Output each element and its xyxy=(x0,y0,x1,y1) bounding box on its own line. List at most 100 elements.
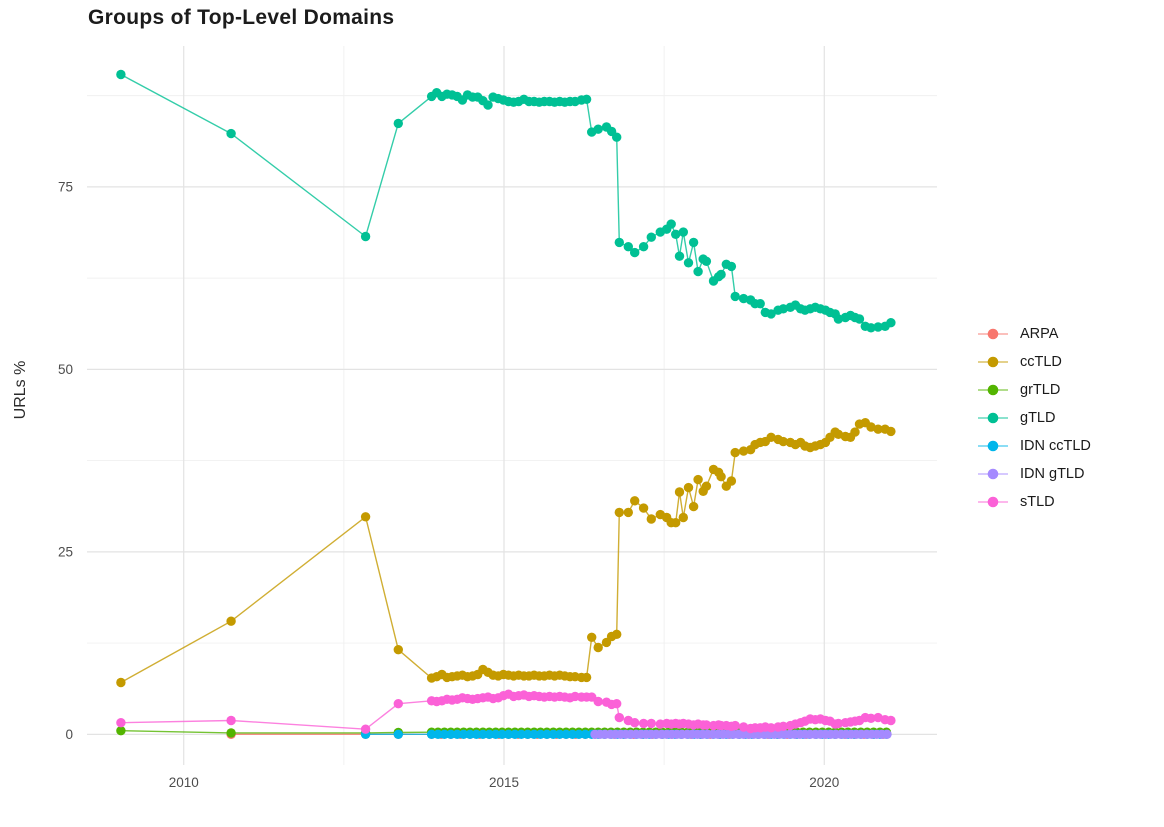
legend-key-dot xyxy=(987,468,999,480)
legend-key-arpa-icon xyxy=(978,328,1008,340)
data-point xyxy=(886,715,896,726)
data-point xyxy=(638,503,649,513)
legend-key-dot xyxy=(987,356,999,368)
legend-label: IDN ccTLD xyxy=(1020,438,1091,454)
data-point xyxy=(630,247,640,258)
y-tick-label: 25 xyxy=(58,545,73,560)
data-point xyxy=(678,512,688,523)
data-point xyxy=(886,426,896,437)
data-point xyxy=(701,256,712,266)
legend-key-idn-gtld-icon xyxy=(978,468,1008,480)
data-point xyxy=(646,718,656,729)
legend-item-idn-cctld[interactable]: IDN ccTLD xyxy=(976,432,1091,460)
x-tick-label: 2020 xyxy=(809,775,839,790)
legend-key-dot xyxy=(987,384,999,396)
data-point xyxy=(766,723,776,733)
data-point xyxy=(683,258,694,268)
data-point xyxy=(593,696,603,707)
data-point xyxy=(755,299,765,309)
data-point xyxy=(766,309,776,319)
legend-item-arpa[interactable]: ARPA xyxy=(976,320,1091,348)
data-point xyxy=(116,677,126,688)
data-point xyxy=(226,728,236,738)
data-point xyxy=(716,269,726,280)
data-point xyxy=(738,722,749,732)
legend-item-idn-gtld[interactable]: IDN gTLD xyxy=(976,460,1091,488)
data-point xyxy=(116,718,126,728)
legend-key-dot xyxy=(987,412,999,424)
x-tick-label: 2015 xyxy=(489,775,519,790)
legend-item-stld[interactable]: sTLD xyxy=(976,488,1091,516)
data-point xyxy=(587,632,597,642)
data-point xyxy=(393,729,403,739)
data-point xyxy=(778,721,788,731)
legend-item-cctld[interactable]: ccTLD xyxy=(976,348,1091,376)
data-point xyxy=(738,446,749,456)
data-point xyxy=(693,266,703,277)
legend-key-idn-cctld-icon xyxy=(978,440,1008,452)
data-point xyxy=(678,227,688,237)
data-point xyxy=(360,512,371,522)
data-point xyxy=(674,487,685,497)
data-point xyxy=(614,507,624,518)
data-point xyxy=(688,501,699,512)
data-point xyxy=(866,422,876,432)
data-point xyxy=(850,427,860,437)
data-point xyxy=(393,118,403,129)
data-point xyxy=(593,642,603,653)
data-point xyxy=(866,323,876,333)
data-point xyxy=(778,304,788,314)
data-point xyxy=(688,237,699,248)
legend-label: sTLD xyxy=(1020,494,1055,510)
legend-item-grtld[interactable]: grTLD xyxy=(976,376,1091,404)
data-point xyxy=(716,472,726,482)
chart-title: Groups of Top-Level Domains xyxy=(88,6,395,29)
data-point xyxy=(738,293,749,304)
data-point xyxy=(866,713,876,723)
data-point xyxy=(581,672,592,683)
data-point xyxy=(701,720,712,730)
legend-label: ccTLD xyxy=(1020,354,1062,370)
legend-key-dot xyxy=(987,440,999,452)
data-point xyxy=(671,229,681,239)
data-point xyxy=(674,251,685,261)
data-point xyxy=(116,69,126,80)
legend-key-grtld-icon xyxy=(978,384,1008,396)
data-point xyxy=(726,476,737,486)
data-point xyxy=(730,291,740,302)
legend-key-dot xyxy=(987,328,999,340)
data-point xyxy=(726,261,737,272)
data-point xyxy=(623,507,633,518)
legend-label: IDN gTLD xyxy=(1020,466,1085,482)
data-point xyxy=(683,482,694,493)
data-point xyxy=(614,712,624,723)
data-point xyxy=(666,219,676,229)
legend-key-stld-icon xyxy=(978,496,1008,508)
x-tick-label: 2010 xyxy=(169,775,199,790)
data-point xyxy=(614,237,624,248)
data-point xyxy=(393,645,403,655)
data-point xyxy=(646,232,656,242)
legend-key-gtld-icon xyxy=(978,412,1008,424)
legend-item-gtld[interactable]: gTLD xyxy=(976,404,1091,432)
data-point xyxy=(623,242,633,252)
data-point xyxy=(833,718,844,729)
data-point xyxy=(612,699,622,709)
data-point xyxy=(646,514,656,524)
data-point xyxy=(483,100,493,110)
data-point xyxy=(360,231,371,242)
data-point xyxy=(730,720,740,731)
data-point xyxy=(638,718,649,729)
data-point xyxy=(693,474,703,485)
data-point xyxy=(226,616,236,626)
data-point xyxy=(701,481,712,491)
legend-label: ARPA xyxy=(1020,326,1059,342)
data-point xyxy=(630,496,640,506)
data-point xyxy=(360,724,371,734)
data-point xyxy=(612,132,622,142)
y-tick-label: 75 xyxy=(58,180,73,195)
data-point xyxy=(630,718,640,728)
data-point xyxy=(471,729,482,739)
